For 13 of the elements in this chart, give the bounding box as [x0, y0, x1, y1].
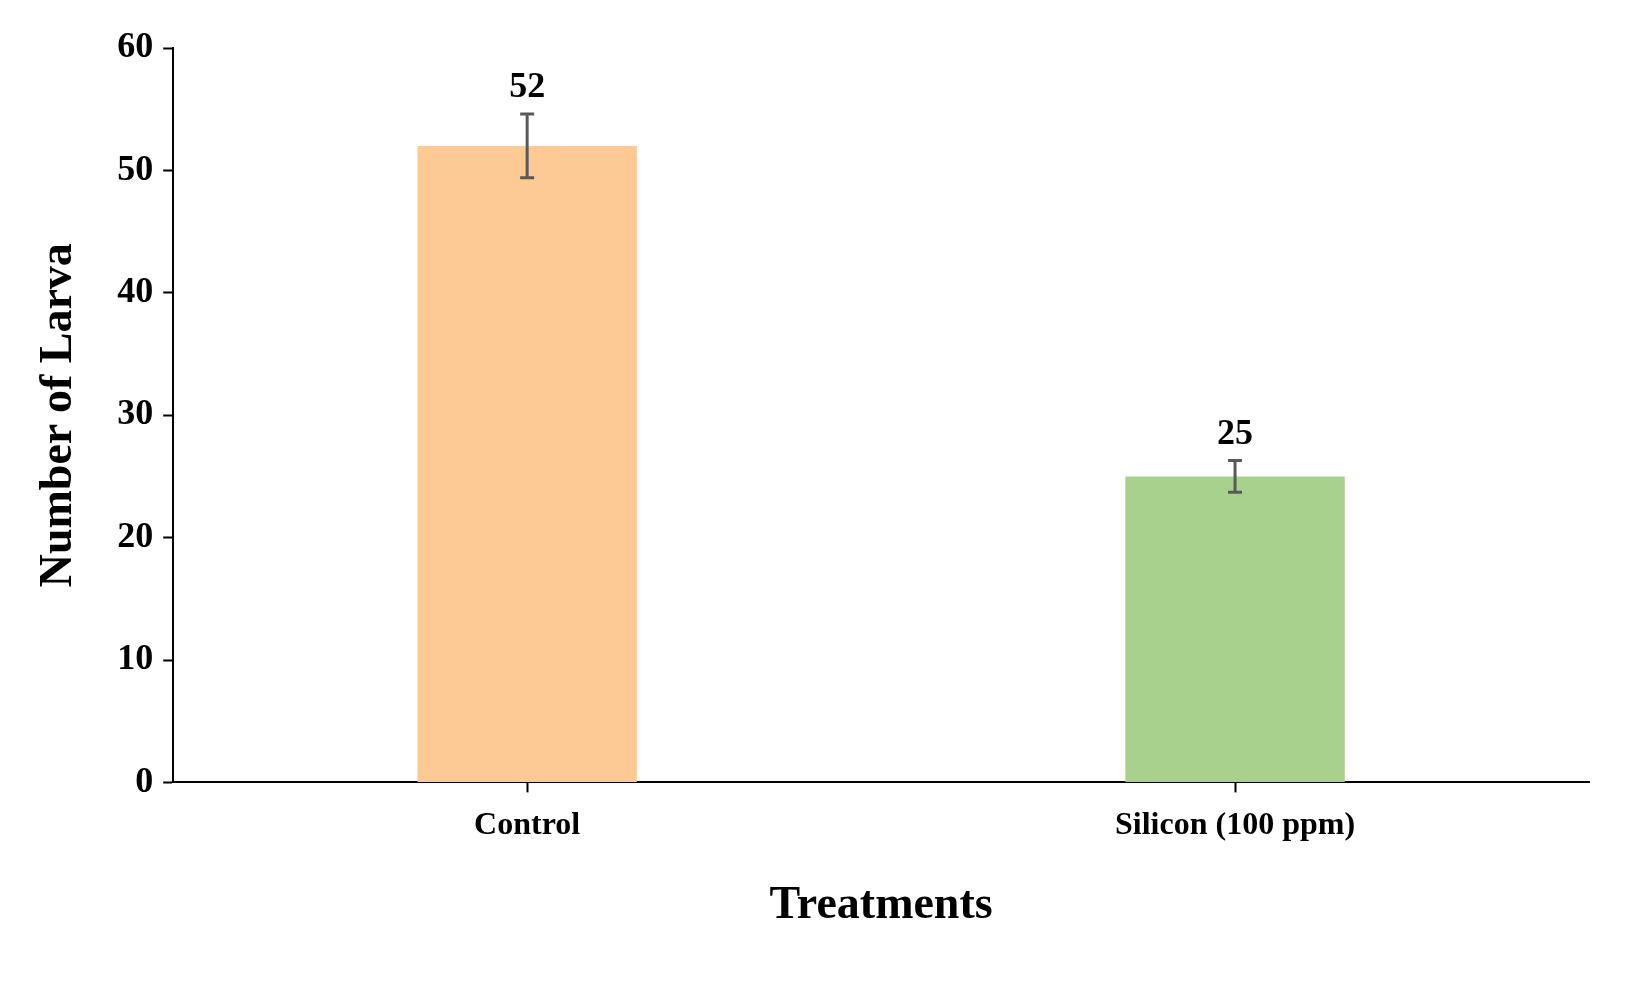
y-tick-label: 30	[117, 392, 154, 433]
data-label: 25	[1217, 411, 1254, 452]
y-tick-label: 20	[117, 514, 154, 555]
y-tick-label: 60	[117, 25, 154, 66]
x-tick-label: Silicon (100 ppm)	[1115, 804, 1356, 841]
x-tick-label: Control	[474, 804, 581, 841]
data-label: 52	[509, 65, 546, 106]
y-tick-label: 0	[135, 759, 154, 800]
y-tick-label: 50	[117, 147, 154, 188]
x-axis-title: Treatments	[769, 877, 993, 929]
y-axis-title: Number of Larva	[30, 243, 82, 588]
y-tick-label: 40	[117, 270, 154, 311]
y-tick-label: 10	[117, 637, 154, 678]
